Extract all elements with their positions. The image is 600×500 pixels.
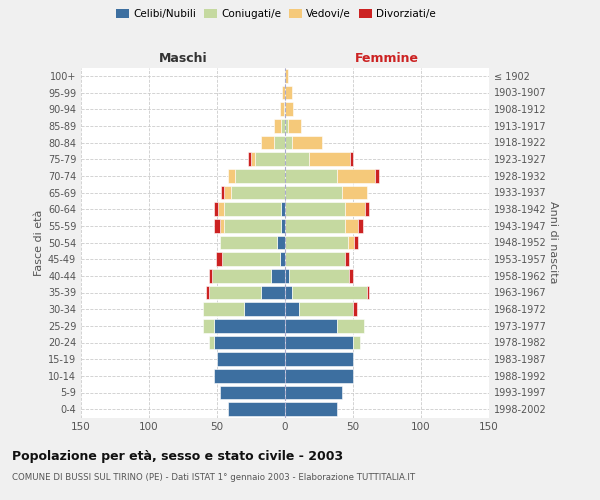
Bar [280, 252, 285, 266]
Bar [214, 202, 218, 216]
Bar [345, 219, 358, 232]
Bar [345, 202, 365, 216]
Bar [214, 336, 285, 349]
Bar [214, 369, 285, 382]
Bar [350, 152, 353, 166]
Bar [285, 136, 292, 149]
Bar [281, 119, 285, 132]
Bar [347, 236, 355, 250]
Y-axis label: Fasce di età: Fasce di età [34, 210, 44, 276]
Bar [260, 136, 274, 149]
Bar [367, 286, 370, 300]
Bar [230, 186, 285, 200]
Bar [365, 202, 370, 216]
Bar [285, 86, 292, 100]
Bar [203, 302, 244, 316]
Bar [355, 236, 358, 250]
Bar [299, 302, 353, 316]
Bar [285, 386, 342, 400]
Bar [215, 252, 223, 266]
Bar [285, 369, 353, 382]
Bar [281, 219, 285, 232]
Bar [271, 269, 285, 282]
Bar [251, 152, 255, 166]
Bar [375, 169, 379, 182]
Bar [285, 269, 289, 282]
Bar [277, 236, 285, 250]
Bar [285, 302, 299, 316]
Bar [289, 269, 349, 282]
Bar [337, 319, 364, 332]
Bar [292, 286, 367, 300]
Bar [284, 102, 285, 116]
Bar [337, 169, 375, 182]
Bar [358, 219, 362, 232]
Bar [285, 352, 353, 366]
Bar [285, 402, 337, 416]
Bar [214, 219, 220, 232]
Bar [282, 86, 285, 100]
Bar [244, 302, 285, 316]
Bar [274, 119, 281, 132]
Bar [285, 236, 347, 250]
Bar [285, 336, 353, 349]
Bar [223, 252, 280, 266]
Bar [281, 202, 285, 216]
Legend: Celibi/Nubili, Coniugati/e, Vedovi/e, Divorziati/e: Celibi/Nubili, Coniugati/e, Vedovi/e, Di… [112, 5, 440, 24]
Bar [285, 319, 337, 332]
Bar [285, 186, 342, 200]
Bar [224, 186, 230, 200]
Bar [209, 336, 214, 349]
Bar [285, 286, 292, 300]
Bar [285, 119, 288, 132]
Bar [224, 219, 281, 232]
Bar [228, 169, 235, 182]
Bar [228, 402, 285, 416]
Bar [206, 286, 209, 300]
Bar [260, 286, 285, 300]
Bar [280, 102, 284, 116]
Bar [274, 136, 285, 149]
Bar [310, 152, 350, 166]
Bar [353, 302, 357, 316]
Bar [285, 252, 345, 266]
Bar [285, 152, 310, 166]
Bar [345, 252, 349, 266]
Bar [285, 102, 293, 116]
Bar [203, 319, 214, 332]
Y-axis label: Anni di nascita: Anni di nascita [548, 201, 558, 283]
Bar [235, 169, 285, 182]
Bar [212, 269, 271, 282]
Bar [342, 186, 367, 200]
Bar [248, 152, 251, 166]
Text: Maschi: Maschi [158, 52, 208, 65]
Bar [217, 352, 285, 366]
Bar [224, 202, 281, 216]
Text: Femmine: Femmine [355, 52, 419, 65]
Bar [255, 152, 285, 166]
Bar [209, 286, 260, 300]
Bar [349, 269, 353, 282]
Bar [209, 269, 212, 282]
Bar [221, 186, 224, 200]
Bar [285, 219, 345, 232]
Text: Popolazione per età, sesso e stato civile - 2003: Popolazione per età, sesso e stato civil… [12, 450, 343, 463]
Bar [220, 236, 277, 250]
Bar [285, 169, 337, 182]
Bar [285, 69, 288, 82]
Bar [285, 202, 345, 216]
Bar [218, 202, 224, 216]
Bar [288, 119, 301, 132]
Bar [353, 336, 360, 349]
Bar [220, 386, 285, 400]
Bar [292, 136, 322, 149]
Bar [214, 319, 285, 332]
Bar [220, 219, 224, 232]
Text: COMUNE DI BUSSI SUL TIRINO (PE) - Dati ISTAT 1° gennaio 2003 - Elaborazione TUTT: COMUNE DI BUSSI SUL TIRINO (PE) - Dati I… [12, 472, 415, 482]
